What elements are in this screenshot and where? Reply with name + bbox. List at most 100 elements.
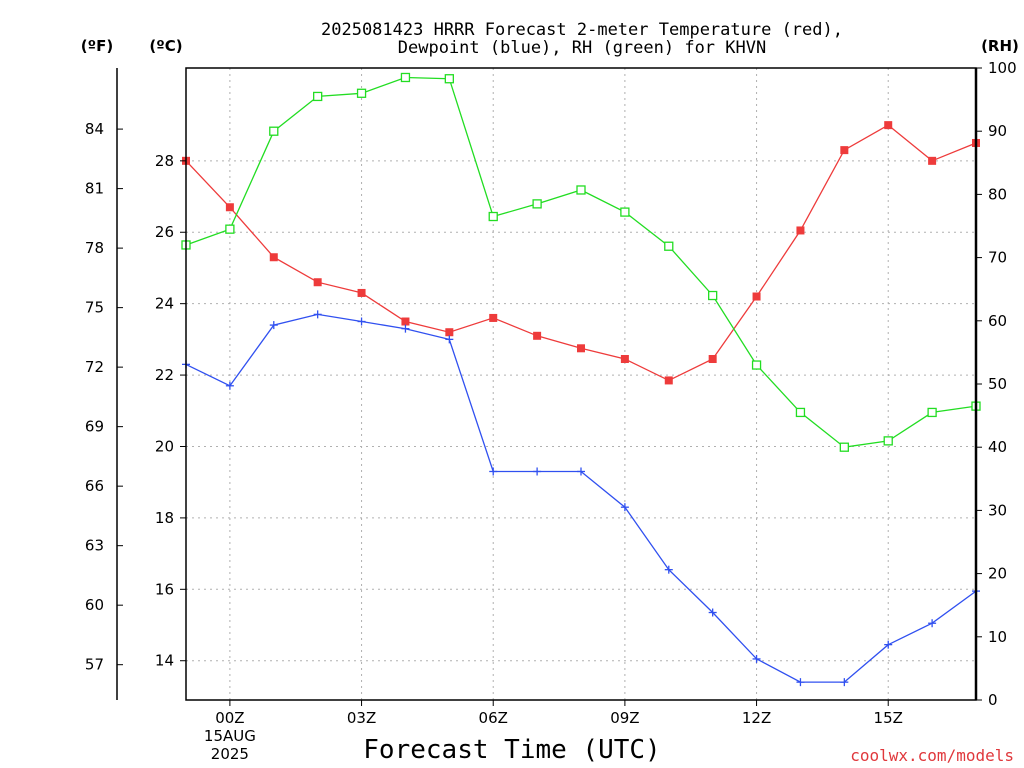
temperature-point bbox=[269, 253, 278, 262]
temperature-point bbox=[445, 328, 454, 337]
temperature-point bbox=[708, 355, 717, 364]
rh-tick-label: 30 bbox=[988, 501, 1007, 519]
axis-ticks: 14 16 18 20 22 24 26 28 57 60 63 66 69 72 75 78 81 84 0 10 2… bbox=[85, 59, 1017, 763]
celsius-tick-label: 16 bbox=[155, 580, 174, 598]
temperature-point bbox=[577, 344, 585, 353]
dewpoint-point bbox=[489, 467, 498, 476]
rh-point bbox=[269, 126, 279, 136]
rh-point bbox=[839, 442, 849, 452]
x-tick-label: 12Z bbox=[742, 709, 771, 727]
fahrenheit-tick-label: 69 bbox=[85, 418, 104, 436]
celsius-tick-label: 28 bbox=[155, 152, 174, 170]
plot-frame bbox=[185, 67, 977, 701]
rh-point bbox=[225, 224, 235, 234]
temperature-point bbox=[401, 317, 410, 326]
celsius-tick-label: 24 bbox=[155, 295, 174, 313]
dewpoint-point bbox=[620, 503, 629, 512]
fahrenheit-tick-label: 84 bbox=[85, 120, 104, 138]
rh-tick-label: 20 bbox=[988, 565, 1007, 583]
temperature-point bbox=[928, 156, 937, 165]
dewpoint-point bbox=[269, 321, 278, 330]
rh-point bbox=[620, 207, 630, 217]
fahrenheit-tick-label: 78 bbox=[85, 239, 104, 257]
rh-tick-label: 10 bbox=[988, 628, 1007, 646]
fahrenheit-tick-label: 81 bbox=[85, 180, 104, 198]
dewpoint-point bbox=[401, 324, 410, 333]
rh-tick-label: 0 bbox=[988, 691, 998, 709]
x-tick-year-label: 2025 bbox=[211, 745, 249, 763]
rh-tick-label: 40 bbox=[988, 438, 1007, 456]
dewpoint-point bbox=[313, 310, 322, 319]
fahrenheit-tick-label: 60 bbox=[85, 596, 104, 614]
dewpoint-point bbox=[884, 640, 893, 649]
x-tick-label: 00Z bbox=[215, 709, 244, 727]
dewpoint-point bbox=[796, 678, 805, 687]
rh-point bbox=[400, 72, 411, 83]
rh-point bbox=[664, 241, 674, 251]
dewpoint-point bbox=[533, 467, 542, 476]
dewpoint-line bbox=[185, 313, 977, 683]
x-tick-date-label: 15AUG bbox=[204, 727, 256, 745]
temperature-point bbox=[313, 278, 322, 287]
temperature-point bbox=[664, 376, 673, 385]
chart-title: 2025081423 HRRR Forecast 2-meter Tempera… bbox=[321, 20, 843, 40]
temperature-point bbox=[225, 203, 234, 212]
dewpoint-point bbox=[928, 619, 937, 628]
celsius-tick-label: 26 bbox=[155, 223, 174, 241]
fahrenheit-unit-label: (ºF) bbox=[81, 37, 113, 55]
temperature-point bbox=[796, 226, 805, 235]
fahrenheit-tick-label: 72 bbox=[85, 358, 104, 376]
celsius-unit-label: (ºC) bbox=[149, 37, 182, 55]
rh-tick-label: 100 bbox=[988, 59, 1017, 77]
temperature-point bbox=[840, 146, 849, 155]
dewpoint-point bbox=[840, 678, 849, 687]
rh-unit-label: (RH) bbox=[981, 37, 1019, 55]
rh-tick-label: 50 bbox=[988, 375, 1007, 393]
rh-tick-label: 70 bbox=[988, 249, 1007, 267]
dewpoint-point bbox=[357, 317, 366, 326]
rh-point bbox=[708, 290, 718, 301]
rh-point bbox=[444, 74, 454, 84]
temperature-point bbox=[752, 292, 761, 301]
fahrenheit-tick-label: 66 bbox=[85, 477, 104, 495]
rh-point bbox=[883, 436, 893, 446]
temperature-point bbox=[533, 331, 542, 340]
x-tick-label: 15Z bbox=[874, 709, 903, 727]
dewpoint-point bbox=[225, 381, 234, 390]
temperature-point bbox=[357, 288, 366, 297]
fahrenheit-tick-label: 57 bbox=[85, 656, 104, 674]
celsius-tick-label: 18 bbox=[155, 509, 174, 527]
x-axis-title: Forecast Time (UTC) bbox=[363, 735, 660, 765]
chart-subtitle: Dewpoint (blue), RH (green) for KHVN bbox=[398, 38, 766, 58]
rh-tick-label: 80 bbox=[988, 185, 1007, 203]
x-tick-label: 06Z bbox=[479, 709, 508, 727]
grid-lines bbox=[186, 68, 976, 700]
rh-point bbox=[927, 407, 937, 418]
x-tick-label: 09Z bbox=[610, 709, 639, 727]
rh-point bbox=[488, 211, 498, 222]
rh-point bbox=[795, 407, 806, 418]
celsius-tick-label: 14 bbox=[155, 652, 174, 670]
credit-text: coolwx.com/models bbox=[850, 746, 1014, 765]
rh-point bbox=[751, 360, 762, 370]
temperature-point bbox=[884, 121, 893, 130]
temperature-line bbox=[185, 124, 977, 382]
rh-tick-label: 60 bbox=[988, 312, 1007, 330]
series-lines bbox=[185, 76, 977, 683]
temperature-point bbox=[489, 313, 498, 322]
rh-tick-label: 90 bbox=[988, 122, 1007, 140]
dewpoint-point bbox=[752, 654, 761, 663]
rh-line bbox=[185, 76, 977, 448]
fahrenheit-tick-label: 75 bbox=[85, 299, 104, 317]
rh-point bbox=[313, 91, 323, 102]
rh-point bbox=[532, 199, 542, 209]
rh-point bbox=[356, 88, 367, 98]
rh-point bbox=[576, 185, 586, 195]
series-markers bbox=[181, 72, 981, 687]
dewpoint-point bbox=[708, 608, 717, 617]
celsius-tick-label: 20 bbox=[155, 437, 174, 455]
celsius-tick-label: 22 bbox=[155, 366, 174, 384]
dewpoint-point bbox=[445, 335, 454, 344]
dewpoint-point bbox=[664, 565, 673, 574]
